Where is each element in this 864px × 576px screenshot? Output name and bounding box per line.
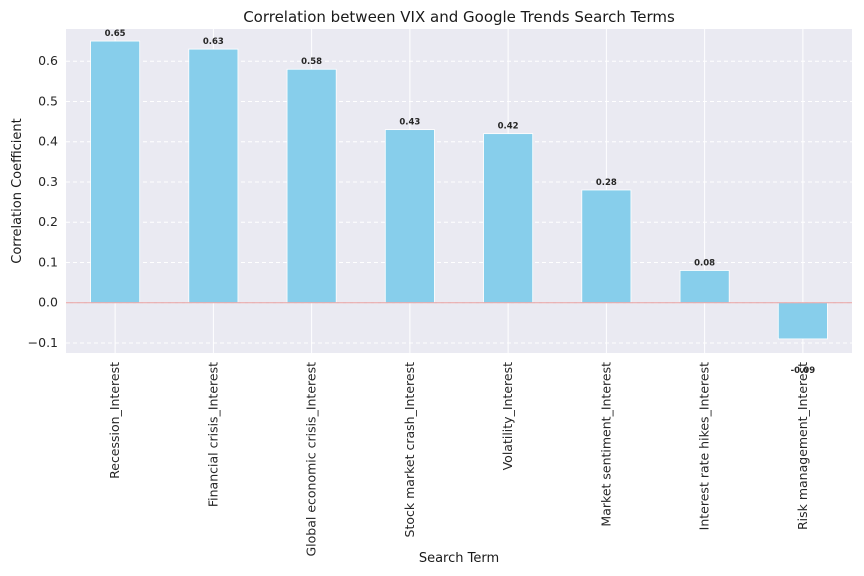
data-label: 0.65 bbox=[105, 29, 126, 39]
x-tick-label: Stock market crash_Interest bbox=[402, 362, 417, 538]
x-axis-label: Search Term bbox=[419, 551, 499, 566]
x-tick-labels: Recession_Interest Financial crisis_Inter… bbox=[107, 362, 810, 557]
bar bbox=[90, 40, 141, 304]
data-label: 0.63 bbox=[203, 37, 224, 47]
bars bbox=[90, 40, 828, 340]
x-tick-label: Volatility_Interest bbox=[500, 362, 515, 470]
data-labels: 0.65 0.63 0.58 0.43 0.42 0.28 0.08 -0.09 bbox=[105, 29, 816, 376]
y-tick-label: 0.2 bbox=[38, 214, 58, 229]
bar bbox=[384, 129, 435, 304]
data-label: -0.09 bbox=[791, 366, 816, 376]
y-axis-label: Correlation Coefficient bbox=[10, 118, 25, 264]
x-tick-label: Financial crisis_Interest bbox=[205, 362, 220, 507]
y-tick-label: 0.5 bbox=[38, 93, 58, 108]
data-label: 0.08 bbox=[694, 258, 715, 268]
bar bbox=[581, 189, 632, 304]
y-tick-label: 0.3 bbox=[38, 174, 58, 189]
y-tick-label: 0.4 bbox=[38, 134, 58, 149]
y-tick-labels: −0.1 0.0 0.1 0.2 0.3 0.4 0.5 0.6 bbox=[28, 53, 58, 350]
y-tick-label: 0.1 bbox=[38, 254, 58, 269]
x-tick-label: Risk management_Interest bbox=[795, 362, 810, 530]
bar bbox=[777, 302, 828, 340]
bar bbox=[286, 68, 337, 304]
bar bbox=[483, 133, 534, 304]
x-tick-label: Interest rate hikes_Interest bbox=[697, 362, 712, 530]
y-tick-label: −0.1 bbox=[28, 335, 58, 350]
x-tick-label: Recession_Interest bbox=[107, 362, 122, 479]
y-tick-label: 0.6 bbox=[38, 53, 58, 68]
x-tick-label: Market sentiment_Interest bbox=[598, 362, 613, 527]
data-label: 0.58 bbox=[301, 57, 322, 67]
plot-area bbox=[66, 29, 852, 353]
bar bbox=[188, 48, 239, 304]
y-tick-label: 0.0 bbox=[38, 295, 58, 310]
data-label: 0.43 bbox=[399, 118, 420, 128]
data-label: 0.42 bbox=[498, 122, 519, 132]
bar bbox=[679, 270, 730, 304]
x-tick-label: Global economic crisis_Interest bbox=[304, 362, 319, 557]
chart-title: Correlation between VIX and Google Trend… bbox=[243, 8, 675, 26]
data-label: 0.28 bbox=[596, 178, 617, 188]
